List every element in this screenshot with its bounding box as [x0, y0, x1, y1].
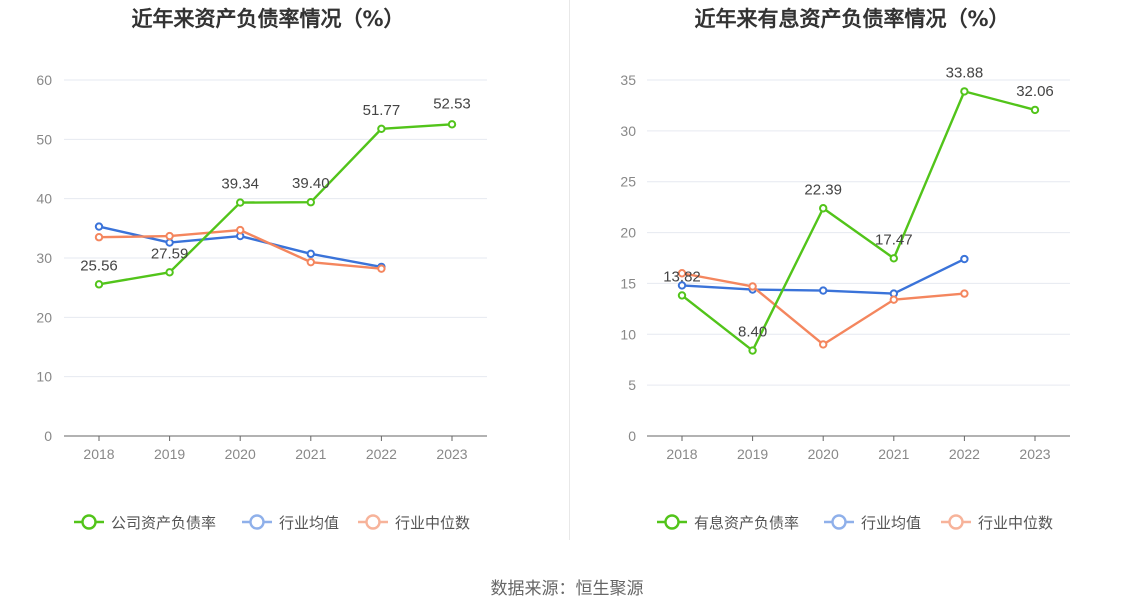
legend-swatch-marker [81, 514, 97, 530]
data-label: 25.56 [80, 257, 118, 274]
data-point-industry_median [819, 340, 828, 349]
legend-swatch-marker [831, 514, 847, 530]
x-tick-label: 2021 [878, 446, 909, 462]
x-tick-label: 2023 [436, 446, 467, 462]
legend-swatch-marker [664, 514, 680, 530]
y-tick-label: 10 [620, 326, 636, 342]
data-point-company [960, 87, 969, 96]
y-tick-label: 30 [36, 250, 52, 266]
x-tick-label: 2020 [225, 446, 256, 462]
y-tick-label: 10 [36, 369, 52, 385]
data-point-company [889, 254, 898, 263]
data-label: 39.40 [292, 175, 330, 192]
data-label: 51.77 [363, 102, 401, 119]
data-point-company [819, 204, 828, 213]
legend-label: 公司资产负债率 [111, 514, 216, 532]
legend-item: 有息资产负债率 [657, 514, 799, 532]
x-tick-label: 2020 [808, 446, 839, 462]
legend-item: 行业中位数 [941, 514, 1053, 532]
data-point-company [677, 291, 687, 300]
legend-item: 行业均值 [824, 514, 921, 532]
y-tick-label: 20 [620, 225, 636, 241]
legend-label: 有息资产负债率 [694, 514, 799, 532]
legend-label: 行业均值 [279, 514, 339, 532]
data-label: 33.88 [946, 64, 984, 81]
data-point-company [377, 124, 386, 134]
data-point-industry_median [960, 289, 969, 298]
data-point-industry_avg [960, 254, 969, 264]
data-label: 32.06 [1016, 83, 1054, 100]
data-label: 27.59 [151, 245, 189, 262]
y-tick-label: 60 [36, 72, 52, 88]
x-tick-label: 2022 [366, 446, 397, 462]
data-point-industry_avg [677, 281, 687, 290]
data-point-industry_avg [94, 222, 104, 231]
x-tick-label: 2018 [666, 446, 697, 462]
data-label: 17.47 [875, 231, 913, 248]
data-point-industry_median [748, 282, 757, 291]
x-tick-label: 2022 [949, 446, 980, 462]
series-line-company [681, 90, 1036, 352]
y-tick-label: 5 [628, 377, 636, 393]
legend-label: 行业均值 [861, 514, 921, 532]
y-tick-label: 40 [36, 191, 52, 207]
data-label: 8.40 [738, 324, 767, 341]
data-point-company [1030, 105, 1040, 115]
y-tick-label: 25 [620, 174, 636, 190]
chart-title: 近年来有息资产负债率情况（%） [694, 7, 1009, 31]
legend-item: 行业中位数 [358, 514, 470, 532]
data-point-industry_median [677, 269, 687, 278]
data-point-industry_avg [306, 249, 315, 259]
y-tick-label: 0 [44, 428, 52, 444]
x-tick-label: 2019 [737, 446, 768, 462]
chart-1: 近年来资产负债率情况（%） 0 10 20 30 40 50 60 2018 2019 2020 20… [36, 7, 487, 532]
data-point-industry_median [889, 295, 898, 304]
data-point-industry_median [94, 233, 104, 242]
data-point-company [236, 198, 245, 207]
series-line-company [98, 123, 453, 286]
legend-swatch-marker [365, 514, 381, 530]
data-label: 22.39 [804, 181, 842, 198]
legend-swatch-marker [948, 514, 964, 530]
data-point-company [94, 280, 104, 289]
chart-2: 近年来有息资产负债率情况（%） 0 5 10 15 20 25 30 35 2018 2019 202… [620, 7, 1070, 532]
x-tick-label: 2019 [154, 446, 185, 462]
data-point-company [165, 268, 174, 277]
data-point-company [447, 120, 457, 129]
x-tick-label: 2023 [1019, 446, 1050, 462]
legend-label: 行业中位数 [978, 514, 1053, 532]
y-tick-label: 15 [620, 275, 636, 291]
legend-item: 行业均值 [242, 514, 339, 532]
x-tick-label: 2018 [83, 446, 114, 462]
data-point-company [306, 198, 315, 207]
y-tick-label: 35 [620, 72, 636, 88]
data-point-industry_median [236, 225, 245, 235]
legend-item: 公司资产负债率 [74, 514, 216, 532]
data-source-note: 数据来源：恒生聚源 [490, 579, 644, 599]
chart-title: 近年来资产负债率情况（%） [131, 7, 404, 31]
legend-swatch-marker [249, 514, 265, 530]
series-line-industry_median [681, 272, 965, 346]
data-point-industry_median [165, 231, 174, 241]
y-tick-label: 30 [620, 123, 636, 139]
data-label: 52.53 [433, 95, 471, 112]
y-tick-label: 50 [36, 131, 52, 147]
data-point-industry_median [377, 264, 386, 273]
data-point-industry_median [306, 257, 315, 267]
legend-label: 行业中位数 [395, 514, 470, 532]
data-point-industry_avg [819, 286, 828, 295]
data-point-company [748, 346, 757, 355]
y-tick-label: 20 [36, 309, 52, 325]
data-label: 13.82 [663, 268, 701, 285]
y-tick-label: 0 [628, 428, 636, 444]
data-label: 39.34 [221, 176, 259, 193]
x-tick-label: 2021 [295, 446, 326, 462]
